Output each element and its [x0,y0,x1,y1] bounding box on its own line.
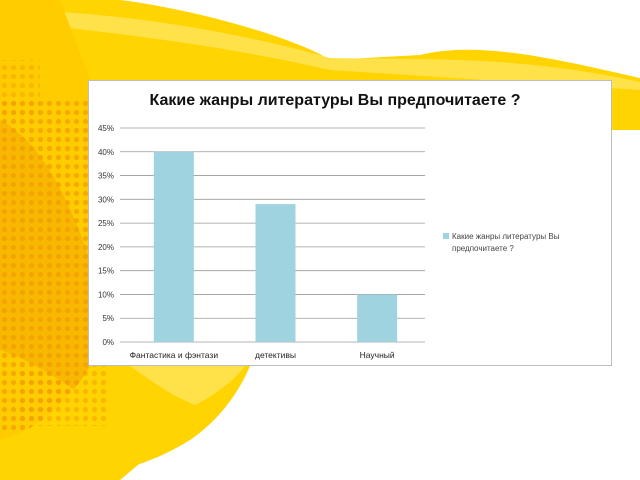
y-tick-label: 10% [98,290,114,299]
y-tick-label: 35% [98,172,114,181]
y-tick-label: 20% [98,243,114,252]
y-tick-label: 15% [98,267,114,276]
chart-title: Какие жанры литературы Вы предпочитаете … [149,92,521,109]
bar [153,151,194,342]
y-tick-label: 45% [98,124,114,133]
y-tick-label: 30% [98,195,114,204]
legend-label: Какие жанры литературы Вы [452,232,560,241]
y-tick-label: 0% [102,338,114,347]
y-axis-ticks: 0% 5% 10% 15% 20% 25% 30% 35% 40% 45% [98,124,114,347]
y-tick-label: 5% [102,314,114,323]
legend-swatch [443,233,449,239]
bars [153,151,398,342]
x-category-label: Фантастика и фэнтази [130,350,219,360]
legend-label: предпочитаете ? [452,244,514,253]
bar [357,294,398,342]
bar [255,204,296,342]
y-tick-label: 25% [98,219,114,228]
x-category-label: Научный [360,350,395,360]
x-category-label: детективы [255,350,296,360]
x-axis-labels: Фантастика и фэнтази детективы Научный [130,350,395,360]
legend: Какие жанры литературы Вы предпочитаете ? [443,232,560,253]
y-tick-label: 40% [98,148,114,157]
